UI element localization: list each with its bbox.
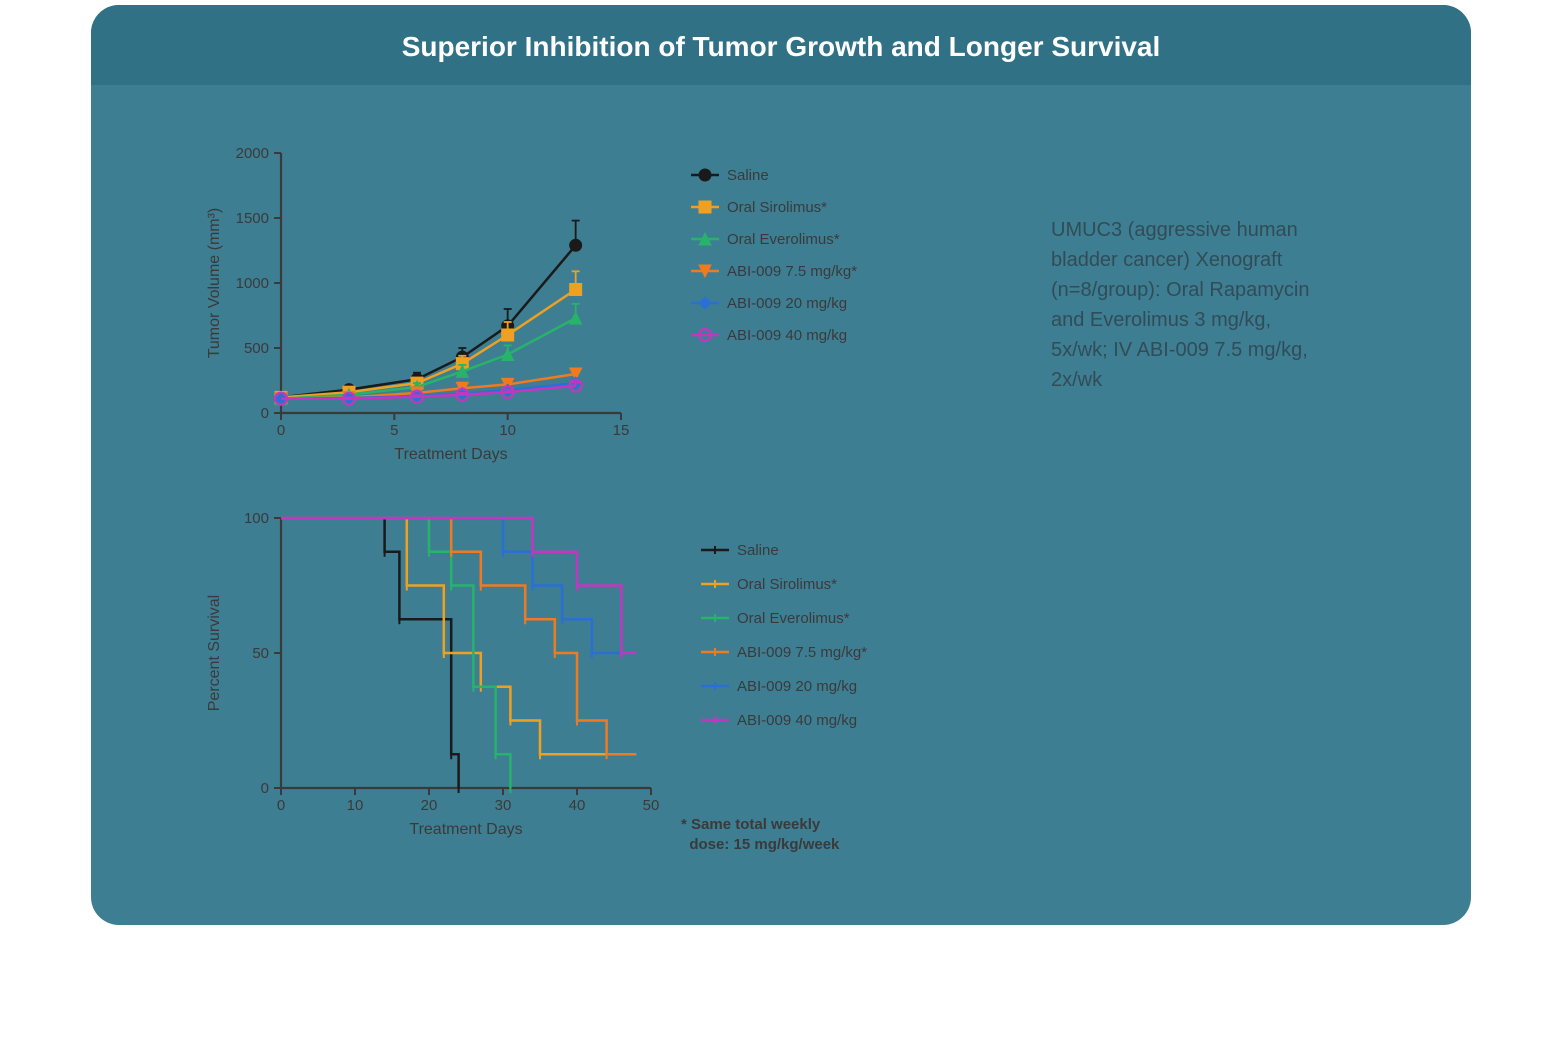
svg-text:40: 40: [569, 797, 586, 814]
svg-text:10: 10: [347, 797, 364, 814]
svg-text:5: 5: [390, 422, 398, 439]
svg-text:Oral Everolimus*: Oral Everolimus*: [727, 231, 840, 248]
svg-text:Treatment Days: Treatment Days: [394, 446, 507, 463]
svg-text:50: 50: [252, 645, 269, 662]
svg-text:0: 0: [261, 780, 269, 797]
svg-text:2000: 2000: [236, 145, 269, 162]
tumor-volume-chart: 0 5 10 15 0 500 1000 1500 2000 Treatment Days Tumo…: [191, 135, 1011, 480]
svg-text:15: 15: [613, 422, 630, 439]
svg-text:0: 0: [261, 405, 269, 422]
svg-text:Saline: Saline: [737, 542, 779, 559]
svg-text:ABI-009 20 mg/kg: ABI-009 20 mg/kg: [737, 678, 857, 695]
svg-text:1500: 1500: [236, 210, 269, 227]
svg-text:20: 20: [421, 797, 438, 814]
svg-text:30: 30: [495, 797, 512, 814]
svg-text:Treatment Days: Treatment Days: [409, 821, 522, 838]
svg-text:100: 100: [244, 510, 269, 527]
svg-text:Oral Sirolimus*: Oral Sirolimus*: [737, 576, 837, 593]
svg-text:0: 0: [277, 797, 285, 814]
svg-text:ABI-009 20 mg/kg: ABI-009 20 mg/kg: [727, 295, 847, 312]
svg-text:ABI-009 40 mg/kg: ABI-009 40 mg/kg: [727, 327, 847, 344]
footnote-line1: * Same total weekly: [681, 816, 820, 833]
chart-card: Superior Inhibition of Tumor Growth and …: [91, 5, 1471, 925]
svg-text:Oral Everolimus*: Oral Everolimus*: [737, 610, 850, 627]
svg-text:0: 0: [277, 422, 285, 439]
page-title: Superior Inhibition of Tumor Growth and …: [91, 31, 1471, 63]
side-column: UMUC3 (aggressive human bladder cancer) …: [1051, 135, 1431, 885]
svg-text:Tumor Volume (mm³): Tumor Volume (mm³): [206, 208, 223, 359]
title-bar: Superior Inhibition of Tumor Growth and …: [91, 5, 1471, 85]
survival-chart: 0 10 20 30 40 50 0 50 100 Treatment Days Percent S…: [191, 500, 1011, 865]
svg-text:ABI-009 7.5 mg/kg*: ABI-009 7.5 mg/kg*: [737, 644, 867, 661]
svg-text:Saline: Saline: [727, 167, 769, 184]
svg-text:ABI-009 40 mg/kg: ABI-009 40 mg/kg: [737, 712, 857, 729]
svg-text:Percent Survival: Percent Survival: [206, 595, 223, 712]
footnote: * Same total weekly dose: 15 mg/kg/week: [681, 815, 839, 854]
svg-text:50: 50: [643, 797, 660, 814]
svg-text:Oral Sirolimus*: Oral Sirolimus*: [727, 199, 827, 216]
content-row: 0510150500100015002000Treatment DaysTumo…: [91, 85, 1471, 885]
svg-text:1000: 1000: [236, 275, 269, 292]
svg-text:ABI-009 7.5 mg/kg*: ABI-009 7.5 mg/kg*: [727, 263, 857, 280]
study-description: UMUC3 (aggressive human bladder cancer) …: [1051, 215, 1331, 395]
footnote-line2: dose: 15 mg/kg/week: [689, 836, 839, 853]
charts-column: 0510150500100015002000Treatment DaysTumo…: [191, 135, 1011, 885]
svg-text:10: 10: [499, 422, 516, 439]
svg-text:500: 500: [244, 340, 269, 357]
